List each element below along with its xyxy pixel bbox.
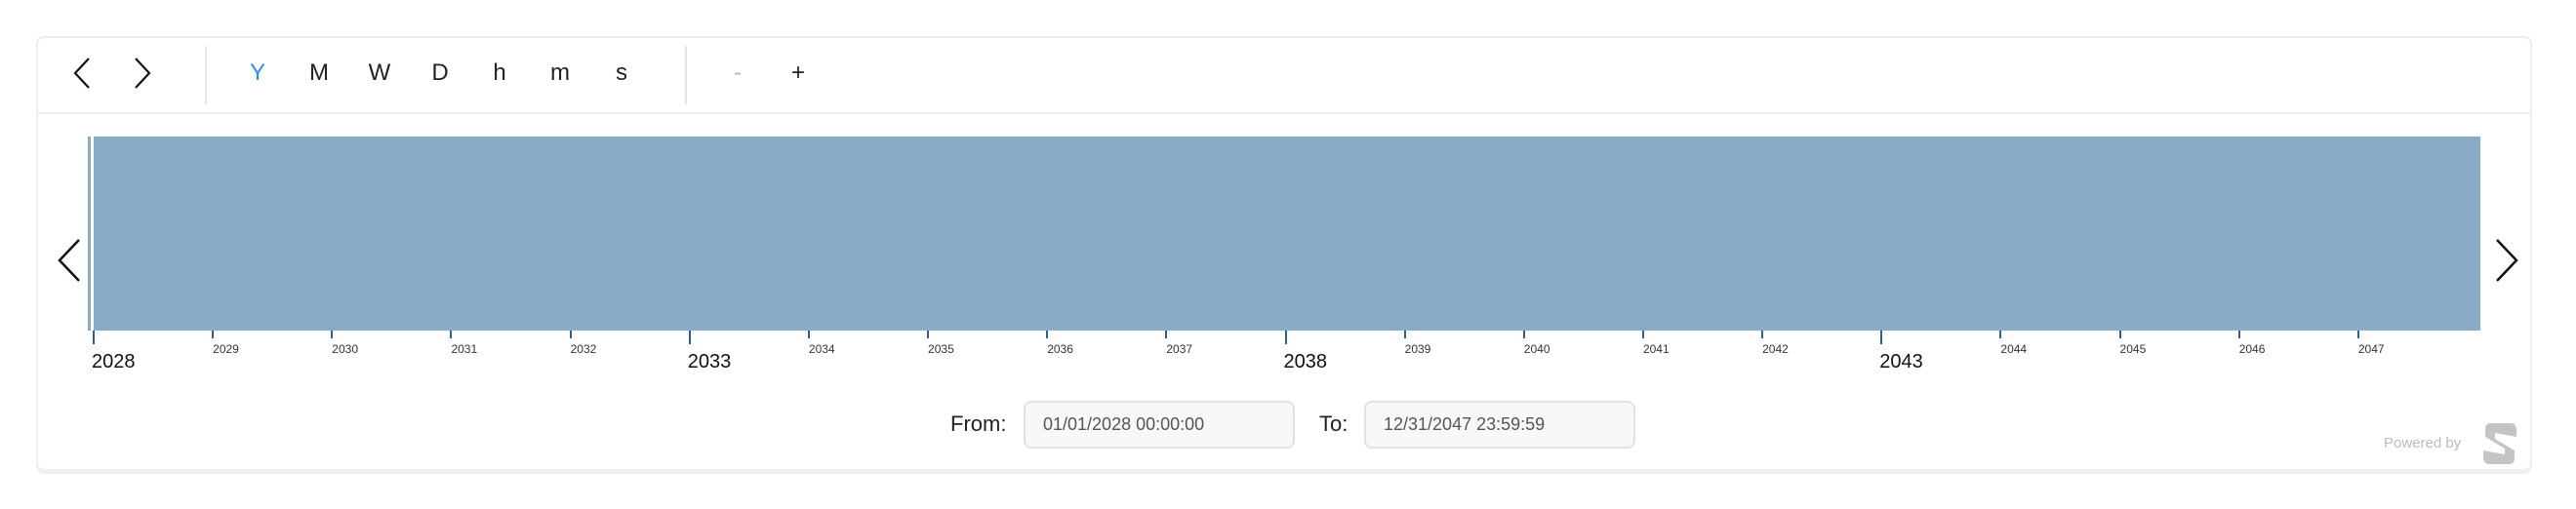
scale-button-D[interactable]: D — [431, 59, 449, 86]
from-input[interactable]: 01/01/2028 00:00:00 — [1024, 401, 1295, 449]
scale-button-W[interactable]: W — [368, 59, 391, 86]
powered-by-text: Powered by — [2384, 435, 2462, 451]
scale-button-M[interactable]: M — [309, 59, 329, 86]
chevron-left-icon[interactable] — [72, 57, 92, 90]
chevron-right-icon[interactable] — [133, 57, 152, 90]
scale-button-h[interactable]: h — [493, 59, 506, 86]
to-input[interactable]: 12/31/2047 23:59:59 — [1364, 401, 1635, 449]
to-label: To: — [1319, 411, 1348, 436]
from-label: From: — [950, 411, 1007, 436]
toolbar-divider — [205, 46, 207, 104]
scale-button-m[interactable]: m — [550, 59, 570, 86]
toolbar — [36, 36, 2532, 114]
toolbar-divider — [685, 46, 687, 104]
scale-button-Y[interactable]: Y — [249, 59, 265, 86]
brand-s-logo-icon[interactable] — [2481, 421, 2518, 466]
zoom-out-button[interactable]: - — [734, 59, 742, 86]
timeline-range-bar[interactable] — [91, 137, 2480, 331]
timeline-prev-icon[interactable] — [57, 238, 82, 283]
scale-button-s[interactable]: s — [616, 59, 627, 86]
zoom-in-button[interactable]: + — [790, 59, 805, 86]
timeline-next-icon[interactable] — [2494, 238, 2519, 283]
